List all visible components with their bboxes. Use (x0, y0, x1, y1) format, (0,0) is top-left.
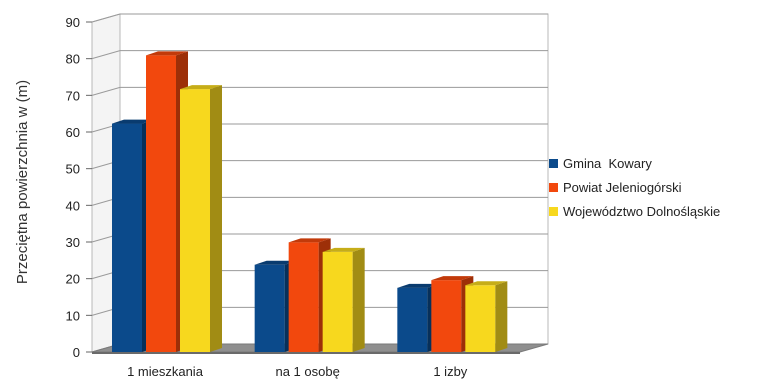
y-tick-label: 10 (66, 308, 80, 323)
bar-front (112, 123, 142, 352)
y-tick-label: 90 (66, 15, 80, 30)
bar-top (288, 238, 331, 243)
bar-top (322, 247, 365, 252)
legend: Gmina Kowary Powiat Jeleniogórski Wojewódz… (549, 156, 720, 219)
bar-front (322, 251, 353, 352)
bars (112, 51, 508, 352)
legend-swatch (549, 183, 558, 192)
floor-edge (92, 352, 520, 354)
y-axis-title: Przeciętna powierzchnia w (m) (14, 80, 31, 284)
bar-side (352, 247, 365, 352)
legend-entry-label: Województwo Dolnośląskie (563, 204, 720, 219)
bar-top (465, 281, 508, 286)
legend-swatch (549, 159, 558, 168)
legend-entry-label: Gmina Kowary (563, 156, 652, 171)
gridline-side (91, 86, 121, 96)
bar-top (397, 283, 440, 288)
bar-side (495, 281, 508, 352)
bar-front (465, 285, 496, 352)
x-category-label: na 1 osobę (275, 364, 339, 379)
y-axis-ticks: 0 10 20 30 40 50 60 70 80 90 (66, 15, 92, 360)
bar-front (288, 242, 319, 352)
bar-top (112, 119, 154, 124)
bar-top (146, 51, 188, 56)
bar-top (180, 85, 222, 90)
bar-front (397, 287, 428, 352)
y-tick-label: 0 (73, 345, 80, 360)
y-tick-label: 40 (66, 198, 80, 213)
legend-entry-label: Powiat Jeleniogórski (563, 180, 682, 195)
bar (322, 247, 365, 352)
y-tick-label: 30 (66, 235, 80, 250)
x-category-label: 1 mieszkania (127, 364, 204, 379)
bar-top (431, 276, 474, 281)
y-tick-label: 50 (66, 162, 80, 177)
x-axis-categories: 1 mieszkania na 1 osobę 1 izby (127, 364, 468, 379)
y-tick-label: 60 (66, 125, 80, 140)
bar-front (254, 264, 285, 352)
legend-swatch (549, 207, 558, 216)
x-category-label: 1 izby (433, 364, 467, 379)
y-tick-label: 70 (66, 88, 80, 103)
bar-front (146, 55, 176, 352)
bar-front (180, 89, 210, 352)
bar-top (254, 260, 297, 265)
gridline-side (91, 13, 121, 23)
bar-front (431, 280, 462, 352)
gridline-side (91, 50, 121, 60)
bar (180, 85, 222, 352)
y-tick-label: 80 (66, 52, 80, 67)
bar-side (210, 85, 222, 352)
bar (465, 281, 508, 352)
y-tick-label: 20 (66, 272, 80, 287)
